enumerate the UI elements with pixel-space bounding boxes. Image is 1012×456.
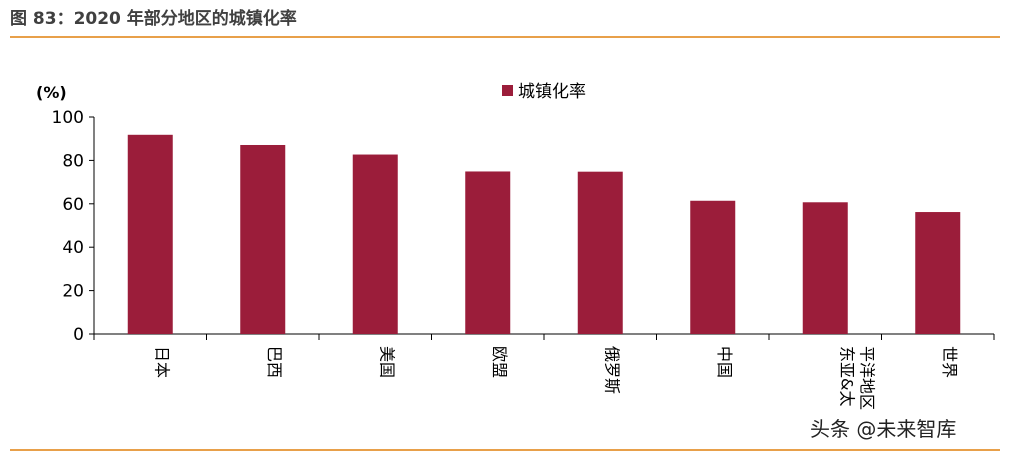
bar: [465, 171, 511, 334]
y-unit-label: (%): [36, 83, 67, 102]
bottom-divider: [10, 449, 1000, 451]
bar: [240, 144, 286, 334]
figure-title: 图 83：2020 年部分地区的城镇化率: [10, 9, 297, 29]
category-label: 日本: [152, 346, 171, 378]
category-label-line: 平洋地区: [857, 346, 876, 410]
y-tick-label: 100: [52, 108, 84, 128]
category-label: 欧盟: [490, 346, 509, 378]
bar: [352, 154, 398, 334]
category-label: 东亚&太平洋地区: [837, 346, 876, 410]
bar: [577, 171, 623, 334]
category-label: 俄罗斯: [602, 346, 621, 394]
y-tick-label: 40: [62, 238, 84, 258]
y-tick-label: 20: [62, 282, 84, 302]
watermark-text: 头条 @未来智库: [810, 417, 957, 441]
category-label: 巴西: [265, 346, 284, 378]
category-label: 美国: [377, 346, 396, 378]
y-tick-label: 0: [73, 325, 84, 345]
top-divider: [10, 36, 1000, 38]
y-tick-label: 60: [62, 195, 84, 215]
y-tick-label: 80: [62, 151, 84, 171]
category-label-line: 东亚&太: [837, 346, 856, 406]
bar: [915, 212, 961, 334]
category-label: 世界: [940, 346, 959, 378]
bar: [127, 134, 173, 334]
legend-label: 城镇化率: [518, 82, 586, 102]
legend-swatch: [502, 85, 513, 96]
category-label: 中国: [715, 346, 734, 378]
bar: [690, 200, 736, 334]
bar: [802, 202, 848, 334]
